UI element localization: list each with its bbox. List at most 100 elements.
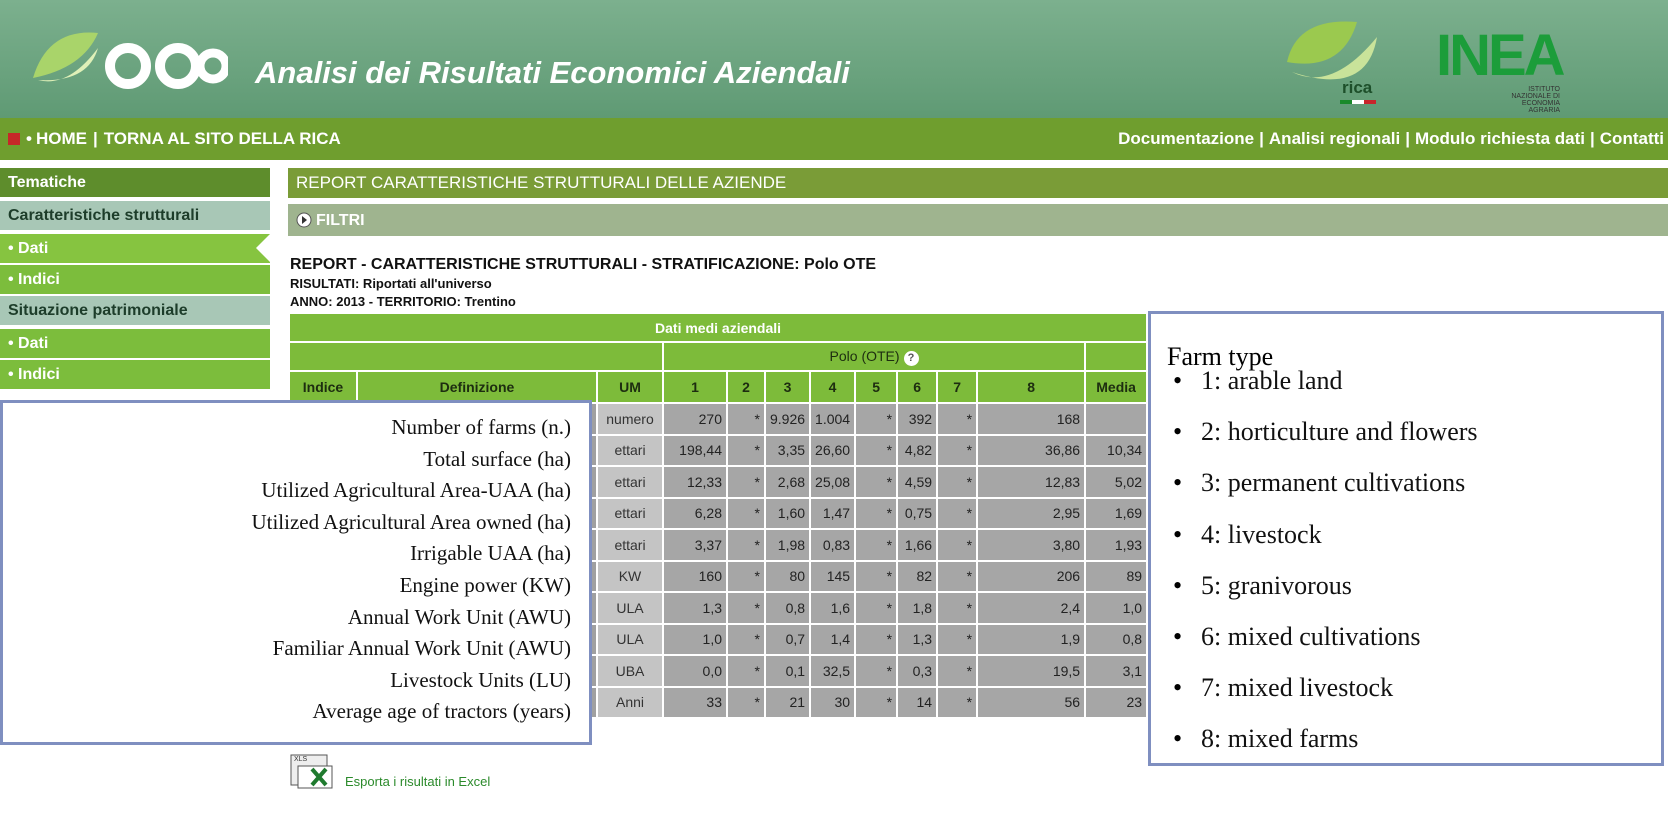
value-cell: 19,5 [978, 656, 1085, 686]
column-header: 8 [978, 372, 1085, 402]
value-cell: 14 [898, 687, 937, 717]
value-cell: 1,6 [811, 593, 855, 623]
farm-type-item: 1: arable land [1201, 366, 1343, 395]
excel-icon-graphic [290, 754, 333, 789]
group-label: Polo (OTE) [829, 347, 900, 364]
value-cell: * [938, 624, 977, 654]
value-cell: * [938, 656, 977, 686]
farm-type-bullet: • [1173, 519, 1183, 549]
value-cell: 4,82 [898, 435, 937, 465]
nav-bullet: • [26, 129, 32, 148]
nav-separator: | [1590, 129, 1595, 148]
value-cell: 1,3 [898, 624, 937, 654]
nav-link[interactable]: Contatti [1599, 129, 1664, 148]
unit-cell: ettari [598, 530, 662, 560]
help-icon[interactable]: ? [903, 350, 919, 366]
value-cell: 198,44 [664, 435, 726, 465]
value-cell: * [938, 404, 977, 434]
nav-left: • HOME | TORNA AL SITO DELLA RICA [8, 118, 341, 160]
value-cell: 30 [811, 687, 855, 717]
filter-label: FILTRI [316, 212, 365, 229]
value-cell: * [728, 593, 764, 623]
unit-cell: ULA [598, 593, 662, 623]
value-cell: 0,1 [766, 656, 810, 686]
value-cell: * [728, 656, 764, 686]
value-cell: * [856, 467, 897, 497]
nav-link[interactable]: HOME [35, 129, 87, 148]
nav-link[interactable]: Analisi regionali [1268, 129, 1401, 148]
farm-type-bullet: • [1173, 417, 1183, 447]
column-header: Media [1086, 372, 1147, 402]
sidebar-section[interactable]: Caratteristiche strutturali [0, 201, 270, 230]
farm-type-item: 5: granivorous [1201, 570, 1352, 600]
value-cell: 0,75 [898, 498, 937, 528]
value-cell: 1,0 [1086, 593, 1147, 623]
value-cell: 82 [898, 561, 937, 591]
value-cell: 1,66 [898, 530, 937, 560]
farm-type-overlay: Farm type • 1: arable land • 2: horticultur… [1148, 311, 1664, 766]
value-cell: 1,8 [898, 593, 937, 623]
nav-link[interactable]: Documentazione [1118, 129, 1255, 148]
value-cell: 2,95 [978, 498, 1085, 528]
value-cell: 1,3 [664, 593, 726, 623]
value-cell: 80 [766, 561, 810, 591]
column-header: 5 [856, 372, 897, 402]
value-cell: * [938, 593, 977, 623]
definition-label: Utilized Agricultural Area-UAA (ha) [261, 478, 571, 503]
value-cell: 145 [811, 561, 855, 591]
unit-cell: UBA [598, 656, 662, 686]
nav-separator: | [92, 129, 98, 148]
nav-link[interactable]: Modulo richiesta dati [1414, 129, 1586, 148]
value-cell: 1,60 [766, 498, 810, 528]
value-cell: * [728, 561, 764, 591]
group-row: Polo (OTE)? [290, 343, 1147, 370]
year-line: ANNO: 2013 - TERRITORIO: Trentino [290, 294, 516, 309]
value-cell: * [938, 498, 977, 528]
excel-icon[interactable]: XLS [290, 754, 334, 790]
sidebar-item[interactable]: • Indici [0, 265, 270, 294]
value-cell: 3,37 [664, 530, 726, 560]
value-cell: * [856, 561, 897, 591]
sidebar-section[interactable]: Situazione patrimoniale [0, 296, 270, 325]
value-cell: 0,8 [766, 593, 810, 623]
value-cell: 36,86 [978, 435, 1085, 465]
nav-right: Documentazione | Analisi regionali | Modulo … [1118, 118, 1664, 160]
farm-type-item: 4: livestock [1201, 519, 1322, 549]
filter-bar[interactable]: FILTRI [288, 204, 1668, 236]
value-cell: 0,7 [766, 624, 810, 654]
nav-link[interactable]: TORNA AL SITO DELLA RICA [103, 129, 341, 148]
export-link[interactable]: Esporta i risultati in Excel [345, 774, 491, 789]
sidebar-item[interactable]: • Indici [0, 360, 270, 389]
value-cell: 1.004 [811, 404, 855, 434]
value-cell: 1,0 [664, 624, 726, 654]
farm-type-item: 3: permanent cultivations [1201, 468, 1466, 498]
definition-label: Engine power (KW) [399, 573, 571, 597]
farm-type-item: 2: horticulture and flowers [1201, 417, 1478, 447]
farm-type-bullet: • [1173, 673, 1183, 703]
value-cell: 2,68 [766, 467, 810, 497]
caption-row: Dati medi aziendali [290, 314, 1147, 341]
value-cell: 32,5 [811, 656, 855, 686]
site-title: Analisi dei Risultati Economici Aziendal… [255, 55, 850, 90]
value-cell: * [938, 435, 977, 465]
rica-logo [1287, 21, 1377, 104]
value-cell: * [938, 530, 977, 560]
inea-subtitle: ISTITUTO NAZIONALE DI ECONOMIA AGRARIA [1511, 86, 1560, 114]
value-cell: 23 [1086, 687, 1147, 717]
value-cell: 1,93 [1086, 530, 1147, 560]
column-header: 7 [938, 372, 977, 402]
definition-label: Annual Work Unit (AWU) [347, 604, 571, 629]
definition-label: Livestock Units (LU) [390, 667, 571, 692]
value-cell: * [728, 498, 764, 528]
column-header: 6 [898, 372, 937, 402]
value-cell: 1,4 [811, 624, 855, 654]
value-cell: * [856, 656, 897, 686]
sidebar-item[interactable]: • Dati [0, 234, 270, 263]
filter-icon [296, 212, 312, 228]
table-caption: Dati medi aziendali [290, 314, 1147, 341]
nav-bar: • HOME | TORNA AL SITO DELLA RICA Documenta… [0, 118, 1668, 160]
sidebar-item[interactable]: • Dati [0, 329, 270, 358]
report-title: REPORT - CARATTERISTICHE STRUTTURALI - S… [290, 256, 877, 273]
farm-type-bullet: • [1173, 622, 1183, 651]
header-row: Indice Definizione UM 1 2 3 4 5 6 7 8 Media [290, 372, 1147, 402]
